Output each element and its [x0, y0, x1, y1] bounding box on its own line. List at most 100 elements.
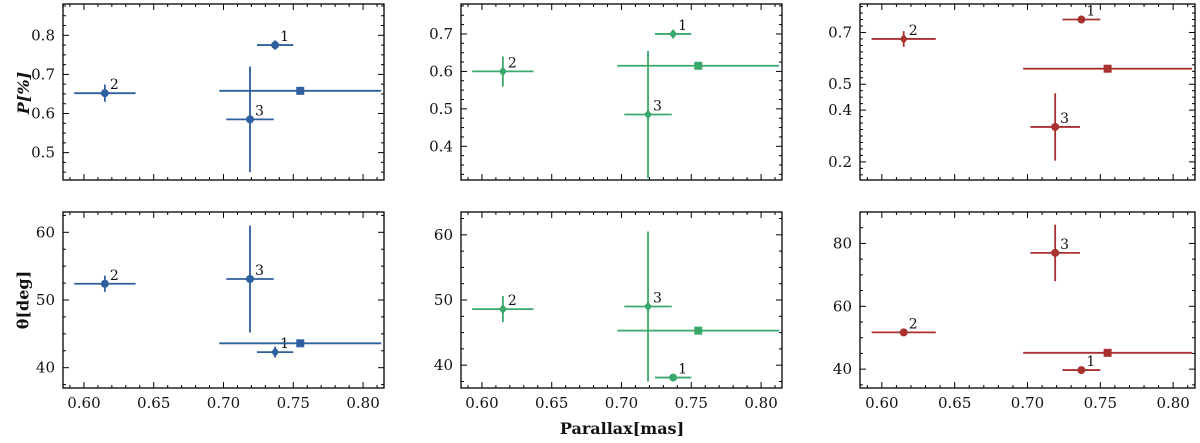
data-point-combined — [1023, 348, 1193, 357]
data-point-3: 3 — [624, 231, 672, 382]
data-point-1: 1 — [256, 336, 294, 358]
point-label: 3 — [255, 263, 264, 279]
data-point-1: 1 — [256, 29, 294, 50]
marker-circle — [1051, 248, 1060, 257]
point-label: 2 — [110, 77, 119, 93]
y-tick-label: 0.5 — [429, 100, 453, 118]
marker-square — [296, 339, 305, 348]
data-point-combined — [617, 61, 780, 70]
data-point-3: 3 — [624, 50, 672, 179]
marker-diamond — [644, 109, 653, 120]
point-label: 3 — [653, 291, 662, 307]
data-point-1: 1 — [1062, 354, 1101, 375]
marker-circle — [1051, 122, 1060, 131]
x-tick-label: 0.75 — [1084, 394, 1117, 412]
marker-diamond — [644, 301, 653, 312]
x-tick-label: 0.75 — [675, 394, 708, 412]
x-tick-label: 0.80 — [346, 394, 379, 412]
x-tick-label: 0.70 — [1011, 394, 1044, 412]
point-label: 3 — [255, 103, 264, 119]
data-point-combined — [219, 86, 382, 95]
y-tick-label: 60 — [36, 223, 55, 241]
point-label: 1 — [1086, 354, 1095, 370]
point-label: 2 — [909, 316, 918, 332]
data-point-1: 1 — [654, 362, 692, 382]
panel-green-pol: 0.4 0.5 0.6 0.7 1 2 3 — [429, 3, 783, 181]
y-tick-label: 60 — [434, 226, 453, 244]
y-tick-label: 0.5 — [31, 144, 55, 162]
marker-circle — [1077, 15, 1086, 24]
y-tick-label: 40 — [434, 356, 453, 374]
panel-red-pol: 0.2 0.4 0.5 0.7 1 2 3 — [828, 3, 1196, 181]
data-point-2: 2 — [74, 268, 136, 292]
y-axis-title-angle: θ[deg] — [14, 271, 33, 329]
y-tick-label: 0.5 — [828, 75, 852, 93]
marker-circle — [1077, 366, 1086, 375]
y-tick-label: 0.4 — [429, 137, 453, 155]
marker-diamond — [669, 28, 678, 39]
point-label: 1 — [1086, 4, 1095, 20]
marker-circle — [100, 89, 109, 98]
panel-red-angle: 0.60 0.65 0.70 0.75 0.80 40 60 80 1 2 3 — [833, 211, 1196, 412]
y-tick-label: 0.8 — [31, 26, 55, 44]
point-label: 2 — [508, 55, 517, 71]
data-point-2: 2 — [74, 77, 136, 102]
y-axis-title-pol: P[%] — [14, 72, 33, 115]
x-tick-label: 0.70 — [605, 394, 638, 412]
point-label: 2 — [110, 268, 119, 284]
panel-blue-pol: 0.5 0.6 0.7 0.8 1 2 3 — [31, 3, 385, 181]
y-tick-label: 0.6 — [31, 105, 55, 123]
data-point-2: 2 — [871, 23, 936, 47]
panel-frame — [460, 3, 783, 181]
data-point-3: 3 — [226, 66, 274, 173]
marker-circle — [271, 41, 280, 50]
data-point-1: 1 — [1062, 4, 1101, 24]
panel-frame — [62, 211, 385, 389]
marker-circle — [246, 115, 255, 124]
marker-square — [296, 86, 305, 95]
x-tick-label: 0.80 — [1156, 394, 1189, 412]
x-axis-title: Parallax[mas] — [560, 419, 684, 438]
panel-green-angle: 0.60 0.65 0.70 0.75 0.80 40 50 60 1 2 3 — [434, 211, 783, 412]
data-point-combined — [219, 339, 382, 348]
x-tick-label: 0.60 — [865, 394, 898, 412]
panel-frame — [859, 211, 1196, 389]
data-point-3: 3 — [1030, 224, 1080, 282]
marker-square — [1103, 348, 1112, 357]
x-tick-label: 0.75 — [277, 394, 310, 412]
point-label: 2 — [909, 23, 918, 39]
y-tick-label: 40 — [36, 359, 55, 377]
point-label: 3 — [1060, 237, 1069, 253]
marker-diamond — [271, 347, 280, 358]
panel-blue-angle: 0.60 0.65 0.70 0.75 0.80 40 50 60 1 2 3 — [36, 211, 385, 412]
marker-square — [1103, 64, 1112, 73]
point-label: 1 — [280, 29, 289, 45]
marker-circle — [246, 275, 255, 284]
y-tick-label: 80 — [833, 234, 852, 252]
marker-square — [694, 61, 703, 70]
point-label: 3 — [653, 98, 662, 114]
y-tick-label: 0.6 — [429, 62, 453, 80]
y-tick-label: 50 — [434, 291, 453, 309]
y-tick-label: 0.2 — [828, 153, 852, 171]
x-tick-label: 0.65 — [535, 394, 568, 412]
data-point-3: 3 — [1030, 93, 1080, 161]
x-tick-label: 0.60 — [465, 394, 498, 412]
data-point-2: 2 — [472, 55, 534, 87]
x-tick-label: 0.60 — [67, 394, 100, 412]
x-tick-label: 0.65 — [938, 394, 971, 412]
point-label: 2 — [508, 293, 517, 309]
y-tick-label: 60 — [833, 297, 852, 315]
marker-square — [694, 326, 703, 335]
point-label: 1 — [678, 18, 687, 34]
data-point-2: 2 — [472, 293, 534, 323]
data-point-combined — [1023, 64, 1193, 73]
y-tick-label: 0.7 — [31, 65, 55, 83]
marker-circle — [100, 279, 109, 288]
data-point-combined — [617, 326, 780, 335]
y-tick-label: 50 — [36, 291, 55, 309]
x-tick-label: 0.70 — [207, 394, 240, 412]
x-tick-label: 0.65 — [137, 394, 170, 412]
